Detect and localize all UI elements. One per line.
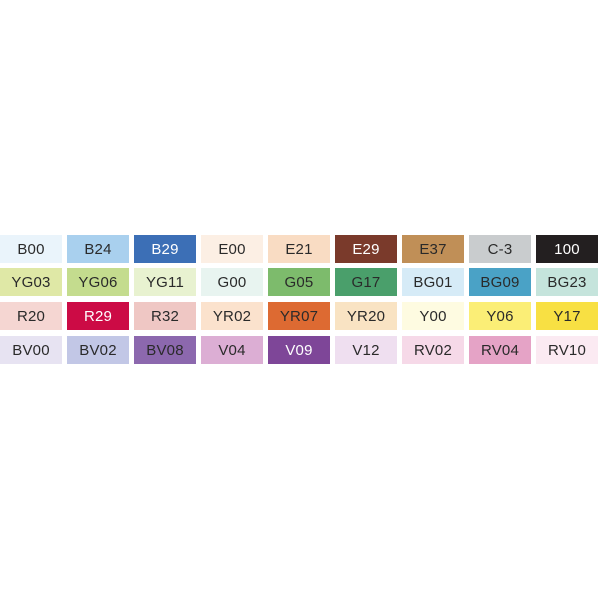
swatch-v09: V09 xyxy=(268,336,330,364)
swatch-yr02: YR02 xyxy=(201,302,263,330)
swatch-bv08: BV08 xyxy=(134,336,196,364)
swatch-yg06: YG06 xyxy=(67,268,129,296)
swatch-bg23: BG23 xyxy=(536,268,598,296)
swatch-bv02: BV02 xyxy=(67,336,129,364)
swatch-100: 100 xyxy=(536,235,598,263)
swatch-yg11: YG11 xyxy=(134,268,196,296)
swatch-e37: E37 xyxy=(402,235,464,263)
swatch-e21: E21 xyxy=(268,235,330,263)
swatch-bg01: BG01 xyxy=(402,268,464,296)
swatch-g00: G00 xyxy=(201,268,263,296)
swatch-yr20: YR20 xyxy=(335,302,397,330)
swatch-rv04: RV04 xyxy=(469,336,531,364)
swatch-rv02: RV02 xyxy=(402,336,464,364)
swatch-b29: B29 xyxy=(134,235,196,263)
swatch-yg03: YG03 xyxy=(0,268,62,296)
swatch-bg09: BG09 xyxy=(469,268,531,296)
swatch-e29: E29 xyxy=(335,235,397,263)
swatch-g17: G17 xyxy=(335,268,397,296)
swatch-b24: B24 xyxy=(67,235,129,263)
swatch-v12: V12 xyxy=(335,336,397,364)
swatch-y00: Y00 xyxy=(402,302,464,330)
swatch-e00: E00 xyxy=(201,235,263,263)
swatch-b00: B00 xyxy=(0,235,62,263)
swatch-rv10: RV10 xyxy=(536,336,598,364)
swatch-y17: Y17 xyxy=(536,302,598,330)
swatch-yr07: YR07 xyxy=(268,302,330,330)
swatch-g05: G05 xyxy=(268,268,330,296)
swatch-v04: V04 xyxy=(201,336,263,364)
swatch-r32: R32 xyxy=(134,302,196,330)
color-swatch-grid: B00 B24 B29 E00 E21 E29 E37 C-3 100 YG03 YG06 YG11 G… xyxy=(0,235,600,366)
swatch-y06: Y06 xyxy=(469,302,531,330)
swatch-r29: R29 xyxy=(67,302,129,330)
swatch-r20: R20 xyxy=(0,302,62,330)
swatch-bv00: BV00 xyxy=(0,336,62,364)
swatch-c-3: C-3 xyxy=(469,235,531,263)
